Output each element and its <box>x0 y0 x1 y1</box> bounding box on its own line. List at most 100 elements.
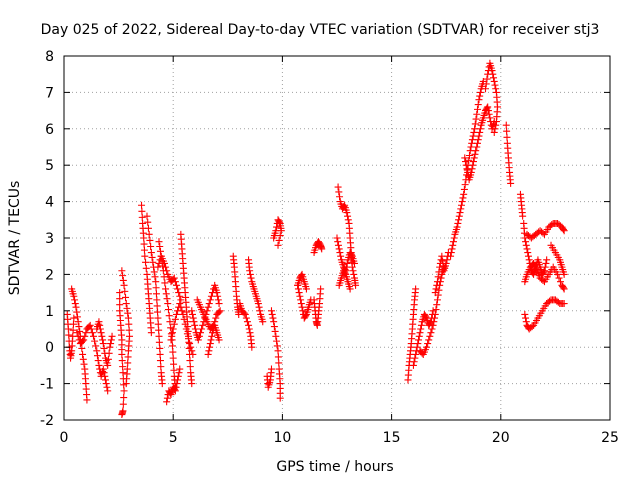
data-point <box>169 354 177 362</box>
data-point <box>474 136 482 144</box>
data-point <box>99 340 107 348</box>
data-point <box>491 125 499 133</box>
data-point <box>454 219 462 227</box>
data-point <box>462 161 470 169</box>
x-tick-label: 20 <box>492 430 510 446</box>
data-point <box>528 323 536 331</box>
data-point <box>173 380 181 388</box>
y-tick-label: 4 <box>45 195 54 211</box>
data-point <box>560 227 568 235</box>
data-point <box>245 321 253 329</box>
data-point <box>116 301 124 309</box>
data-point <box>175 369 183 377</box>
data-point <box>560 300 568 308</box>
data-point <box>317 285 325 293</box>
data-point <box>542 259 550 267</box>
data-point <box>299 307 307 315</box>
data-point <box>519 212 527 220</box>
y-axis-label: SDTVAR / TECUs <box>7 181 23 296</box>
data-point <box>189 314 197 322</box>
data-point <box>546 297 554 305</box>
data-point <box>471 120 479 128</box>
data-point <box>490 74 498 82</box>
x-axis-label: GPS time / hours <box>276 459 393 475</box>
data-point <box>177 296 185 304</box>
data-point <box>429 307 437 315</box>
data-point <box>460 185 468 193</box>
data-point <box>296 292 304 300</box>
data-point <box>206 340 214 348</box>
x-tick-label: 5 <box>169 430 178 446</box>
data-point <box>148 253 156 261</box>
data-point <box>188 310 196 318</box>
data-point <box>460 190 468 198</box>
data-point <box>73 308 81 316</box>
data-point <box>302 285 310 293</box>
data-point <box>172 281 180 289</box>
data-point <box>140 240 148 248</box>
data-point <box>247 274 255 282</box>
data-point <box>435 286 443 294</box>
data-point <box>522 314 530 322</box>
data-point <box>216 307 224 315</box>
data-point <box>155 338 163 346</box>
data-point <box>154 308 162 316</box>
data-point <box>176 365 184 373</box>
data-point <box>488 67 496 75</box>
data-point <box>158 380 166 388</box>
data-point <box>190 318 198 326</box>
data-point <box>124 353 132 361</box>
data-point <box>427 329 435 337</box>
y-tick-label: 6 <box>45 122 54 138</box>
data-point <box>467 168 475 176</box>
data-point <box>270 318 278 326</box>
y-tick-label: 1 <box>45 304 54 320</box>
data-point <box>65 331 73 339</box>
data-point <box>491 81 499 89</box>
data-point <box>154 263 162 271</box>
data-point <box>335 188 343 196</box>
data-point <box>502 121 510 129</box>
data-point <box>559 284 567 292</box>
data-point <box>555 274 563 282</box>
data-point <box>149 258 157 266</box>
data-point <box>448 245 456 253</box>
data-point <box>213 289 221 297</box>
data-point <box>428 325 436 333</box>
data-point <box>350 270 358 278</box>
data-point <box>186 350 194 358</box>
x-tick-label: 25 <box>601 430 619 446</box>
data-point <box>273 337 281 345</box>
data-point <box>204 350 212 358</box>
data-point <box>524 252 532 260</box>
data-point <box>168 332 176 340</box>
data-point <box>439 257 447 265</box>
x-tick-label: 15 <box>383 430 401 446</box>
data-point <box>492 121 500 129</box>
data-point <box>465 156 473 164</box>
data-point <box>274 347 282 355</box>
data-point <box>340 202 348 210</box>
data-point <box>174 376 182 384</box>
data-point <box>336 249 344 257</box>
data-point <box>96 321 104 329</box>
data-point <box>431 310 439 318</box>
data-point <box>334 241 342 249</box>
data-point <box>170 274 178 282</box>
data-point <box>124 347 132 355</box>
data-point <box>415 332 423 340</box>
data-point <box>482 80 490 88</box>
data-point <box>156 350 164 358</box>
data-point <box>437 274 445 282</box>
data-point <box>106 343 114 351</box>
data-point <box>490 128 498 136</box>
data-point <box>120 281 128 289</box>
data-point <box>119 369 127 377</box>
data-point <box>119 272 127 280</box>
data-point <box>124 309 132 317</box>
data-point <box>163 398 171 406</box>
data-point <box>461 181 469 189</box>
data-point <box>142 258 150 266</box>
data-point <box>346 285 354 293</box>
data-point <box>297 300 305 308</box>
